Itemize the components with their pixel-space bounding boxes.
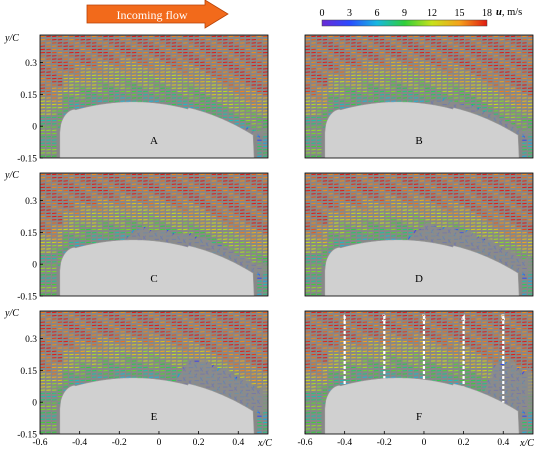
colorbar-tick-label: 6 — [375, 8, 380, 19]
panel-label: A — [150, 135, 158, 147]
colorbar-tick-label: 3 — [347, 8, 352, 19]
hydrofoil — [59, 239, 255, 297]
y-tick-label: 0.3 — [25, 197, 37, 207]
panel-B: B — [304, 34, 534, 159]
x-axis-label-left: x/C — [257, 438, 272, 449]
panel-C: C 0.3 0.15 0 -0.15 — [17, 172, 269, 303]
cavity-region — [424, 100, 533, 136]
y-axis-label-row-1: y/C — [4, 33, 19, 44]
colorbar-unit: , m/s — [502, 7, 522, 18]
panel-frame — [39, 34, 269, 159]
panel-label: B — [415, 135, 422, 147]
colorbar-tick-label: 9 — [402, 8, 407, 19]
y-tick-label: 0 — [32, 261, 37, 271]
vector-field — [40, 35, 268, 157]
arrow-shape — [86, 0, 229, 29]
colorbar-tick-label: 0 — [320, 8, 325, 19]
hydrofoil — [59, 101, 255, 159]
panel-D: D — [304, 172, 534, 297]
colorbar-label: u, m/s — [496, 7, 522, 18]
y-axis-label-row-3: y/C — [4, 308, 19, 319]
cavity-region — [408, 222, 533, 274]
colorbar: 0 3 6 9 12 15 18 u, m/s — [320, 7, 522, 27]
colorbar-tick-label: 15 — [455, 8, 465, 19]
y-tick-label: -0.15 — [17, 293, 37, 303]
colorbar-tick-label: 12 — [427, 8, 437, 19]
y-axis-label-row-2: y/C — [4, 170, 19, 181]
panel-frame — [304, 172, 534, 297]
panel-frame — [304, 34, 534, 159]
panel-label: C — [150, 273, 157, 285]
y-tick-label: 0.15 — [20, 229, 37, 239]
y-tick-label: 0.15 — [20, 91, 37, 101]
cavity-region — [123, 227, 268, 274]
panel-E: E0.30.150-0.15-0.6 -0.4 -0.2 0 0.2 0.4 — [17, 310, 269, 448]
cavity-region — [242, 128, 268, 136]
panel-frame — [39, 172, 269, 297]
y-tick-label: 0 — [32, 123, 37, 133]
colorbar-tick-label: 18 — [482, 8, 492, 19]
y-tick-label: 0.3 — [25, 59, 37, 69]
arrow-label: Incoming flow — [117, 8, 188, 22]
colorbar-tick-labels: 0 3 6 9 12 15 18 — [320, 8, 493, 19]
x-axis-label-right: x/C — [519, 438, 534, 449]
colorbar-var: u — [496, 7, 502, 18]
y-tick-label: -0.15 — [17, 155, 37, 165]
panel-A: A 0.3 0.15 0 -0.15 — [17, 34, 269, 165]
panels: A 0.3 0.15 0 -0.15 B C 0.3 0.15 0 -0.15 D E0.30.150-… — [17, 34, 534, 448]
hydrofoil — [324, 239, 520, 297]
colorbar-bar — [321, 19, 488, 27]
panel-label: D — [415, 273, 423, 285]
incoming-flow-arrow: Incoming flow — [86, 0, 229, 29]
hydrofoil — [324, 101, 520, 159]
